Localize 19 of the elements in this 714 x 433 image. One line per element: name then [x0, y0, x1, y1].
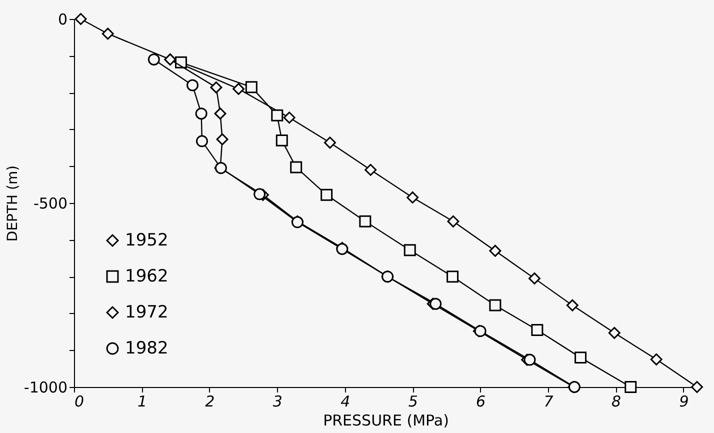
x-tick-label: 8: [611, 392, 622, 410]
legend-label: 1972: [125, 302, 168, 322]
x-tick-label: 2: [205, 392, 215, 410]
x-tick-label: 4: [340, 392, 350, 410]
y-tick-label: -1000: [24, 378, 68, 396]
x-axis-title: PRESSURE (MPa): [323, 412, 449, 430]
legend-label: 1952: [125, 230, 168, 250]
y-tick-label: -500: [33, 194, 68, 212]
x-tick-label: 3: [272, 392, 282, 410]
legend-label: 1962: [125, 266, 168, 286]
x-tick-label: 5: [408, 392, 418, 410]
y-axis-title: DEPTH (m): [4, 165, 21, 242]
legend-label: 1982: [125, 338, 168, 358]
x-tick-label: 9: [679, 392, 689, 410]
x-tick-label: 1: [137, 392, 147, 410]
x-tick-label: 7: [544, 392, 554, 410]
y-tick-label: 0: [58, 10, 68, 28]
x-tick-label: 0: [74, 392, 84, 410]
x-tick-label: 6: [476, 392, 486, 410]
